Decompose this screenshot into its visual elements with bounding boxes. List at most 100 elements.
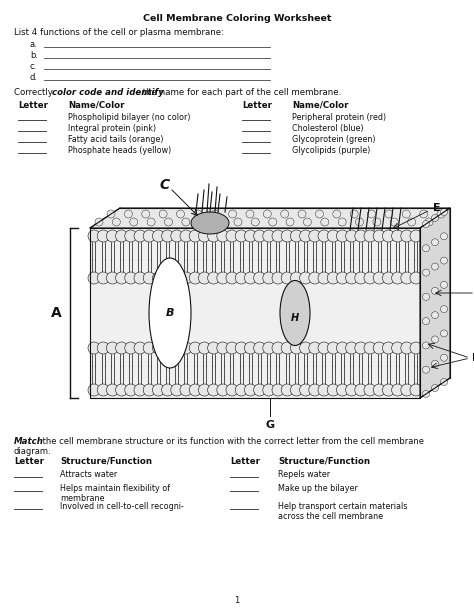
Circle shape [309, 272, 321, 284]
Circle shape [303, 218, 311, 226]
Circle shape [107, 210, 115, 218]
Circle shape [142, 210, 150, 218]
Circle shape [327, 342, 339, 354]
Circle shape [286, 218, 294, 226]
Circle shape [321, 218, 329, 226]
Circle shape [300, 272, 311, 284]
Circle shape [116, 272, 128, 284]
Circle shape [364, 384, 376, 396]
Circle shape [440, 233, 447, 240]
Circle shape [124, 210, 132, 218]
Circle shape [88, 272, 100, 284]
Text: Integral protein (pink): Integral protein (pink) [68, 124, 156, 133]
Text: H: H [291, 313, 299, 323]
Text: Match: Match [14, 437, 44, 446]
Circle shape [228, 210, 237, 218]
Circle shape [97, 384, 109, 396]
Circle shape [217, 342, 229, 354]
Circle shape [171, 230, 183, 242]
Circle shape [134, 384, 146, 396]
Text: Phosphate heads (yellow): Phosphate heads (yellow) [68, 146, 171, 155]
Polygon shape [420, 208, 450, 398]
Polygon shape [90, 228, 420, 398]
Circle shape [373, 272, 385, 284]
Circle shape [281, 342, 293, 354]
Circle shape [189, 384, 201, 396]
Circle shape [217, 384, 229, 396]
Circle shape [300, 384, 311, 396]
Circle shape [346, 384, 357, 396]
Circle shape [235, 342, 247, 354]
Circle shape [171, 272, 183, 284]
Circle shape [180, 384, 192, 396]
Circle shape [364, 230, 376, 242]
Circle shape [254, 342, 265, 354]
Circle shape [125, 272, 137, 284]
Circle shape [116, 230, 128, 242]
Circle shape [410, 342, 422, 354]
Circle shape [364, 342, 376, 354]
Text: color code and identify: color code and identify [52, 88, 164, 97]
Circle shape [246, 210, 254, 218]
Circle shape [327, 272, 339, 284]
Circle shape [106, 230, 118, 242]
Circle shape [245, 272, 256, 284]
Circle shape [199, 230, 210, 242]
Circle shape [199, 384, 210, 396]
Circle shape [410, 272, 422, 284]
Circle shape [431, 239, 438, 246]
Text: Involved in cell-to-cell recogni-: Involved in cell-to-cell recogni- [60, 502, 184, 511]
Circle shape [263, 384, 275, 396]
Circle shape [356, 218, 364, 226]
Text: Helps maintain flexibility of: Helps maintain flexibility of [60, 484, 170, 493]
Circle shape [300, 342, 311, 354]
Circle shape [254, 230, 265, 242]
Circle shape [373, 342, 385, 354]
Text: Correctly: Correctly [14, 88, 55, 97]
Circle shape [422, 342, 429, 349]
Circle shape [147, 218, 155, 226]
Circle shape [337, 230, 348, 242]
Text: G: G [265, 420, 274, 430]
Circle shape [199, 218, 207, 226]
Circle shape [208, 272, 219, 284]
Text: E: E [433, 203, 441, 213]
Text: Help transport certain materials: Help transport certain materials [278, 502, 407, 511]
Circle shape [281, 210, 289, 218]
Circle shape [309, 384, 321, 396]
Circle shape [355, 272, 367, 284]
Circle shape [431, 215, 438, 221]
Circle shape [159, 210, 167, 218]
Circle shape [300, 230, 311, 242]
Circle shape [164, 218, 173, 226]
Circle shape [408, 218, 416, 226]
Text: Name/Color: Name/Color [292, 101, 348, 110]
Circle shape [208, 342, 219, 354]
Circle shape [338, 218, 346, 226]
Circle shape [245, 384, 256, 396]
Circle shape [208, 230, 219, 242]
Circle shape [263, 272, 275, 284]
Circle shape [291, 384, 302, 396]
Ellipse shape [280, 281, 310, 346]
Circle shape [130, 218, 138, 226]
Circle shape [180, 272, 192, 284]
Circle shape [162, 230, 173, 242]
Circle shape [350, 210, 358, 218]
Text: Letter: Letter [230, 457, 260, 466]
Circle shape [97, 230, 109, 242]
Circle shape [281, 272, 293, 284]
Circle shape [182, 218, 190, 226]
Circle shape [431, 311, 438, 319]
Ellipse shape [191, 212, 229, 234]
Text: Peripheral protein (red): Peripheral protein (red) [292, 113, 386, 122]
Circle shape [97, 272, 109, 284]
Circle shape [226, 342, 238, 354]
Circle shape [327, 230, 339, 242]
Text: Structure/Function: Structure/Function [60, 457, 152, 466]
Circle shape [373, 384, 385, 396]
Circle shape [431, 287, 438, 294]
Circle shape [116, 384, 128, 396]
Circle shape [291, 272, 302, 284]
Circle shape [422, 366, 429, 373]
